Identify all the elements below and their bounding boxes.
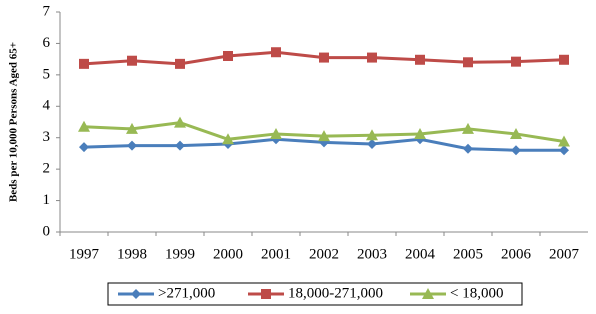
y-tick-label: 1 [43, 192, 51, 208]
x-tick-label: 1997 [69, 246, 100, 262]
point [367, 52, 377, 63]
point [78, 120, 90, 132]
legend-marker [131, 289, 141, 299]
point [559, 145, 569, 156]
point [318, 130, 330, 142]
point [511, 145, 521, 156]
point [270, 127, 282, 139]
x-tick-label: 2004 [405, 246, 436, 262]
x-tick-label: 2001 [261, 246, 291, 262]
legend-label: < 18,000 [450, 285, 503, 301]
point [126, 122, 138, 134]
legend-marker [261, 289, 271, 299]
point [174, 116, 186, 128]
legend-box [107, 282, 523, 306]
y-tick-label: 3 [43, 129, 51, 145]
x-tick-label: 2006 [501, 246, 532, 262]
y-tick-label: 7 [43, 3, 51, 19]
x-tick-label: 2002 [309, 246, 339, 262]
point [462, 122, 474, 134]
x-tick-label: 2005 [453, 246, 483, 262]
point [175, 140, 185, 151]
point [366, 129, 378, 141]
y-tick-label: 0 [43, 223, 51, 239]
point [367, 139, 377, 149]
point [319, 52, 329, 63]
point [127, 55, 137, 66]
x-tick-label: 1998 [117, 246, 147, 262]
y-axis-label: Beds per 10,000 Persons Aged 65+ [8, 42, 20, 202]
legend-label: >271,000 [158, 285, 215, 301]
point [271, 47, 281, 58]
point [79, 58, 89, 69]
point [463, 57, 473, 68]
x-tick-label: 2003 [357, 246, 387, 262]
point [79, 142, 89, 153]
point [559, 54, 569, 65]
x-tick-label: 2007 [549, 246, 580, 262]
point [415, 54, 425, 65]
point [127, 140, 137, 151]
y-tick-label: 5 [43, 66, 51, 82]
x-tick-label: 2000 [213, 246, 243, 262]
point [222, 133, 234, 145]
point [510, 127, 522, 139]
point [511, 56, 521, 67]
x-tick-label: 1999 [165, 246, 195, 262]
point [558, 135, 570, 147]
y-tick-label: 2 [43, 161, 51, 177]
point [463, 143, 473, 154]
y-tick-label: 4 [43, 98, 51, 114]
legend-label: 18,000-271,000 [288, 285, 383, 301]
legend-marker [422, 288, 434, 299]
point [175, 58, 185, 69]
y-tick-label: 6 [43, 35, 51, 51]
point [223, 51, 233, 61]
point [414, 127, 426, 139]
